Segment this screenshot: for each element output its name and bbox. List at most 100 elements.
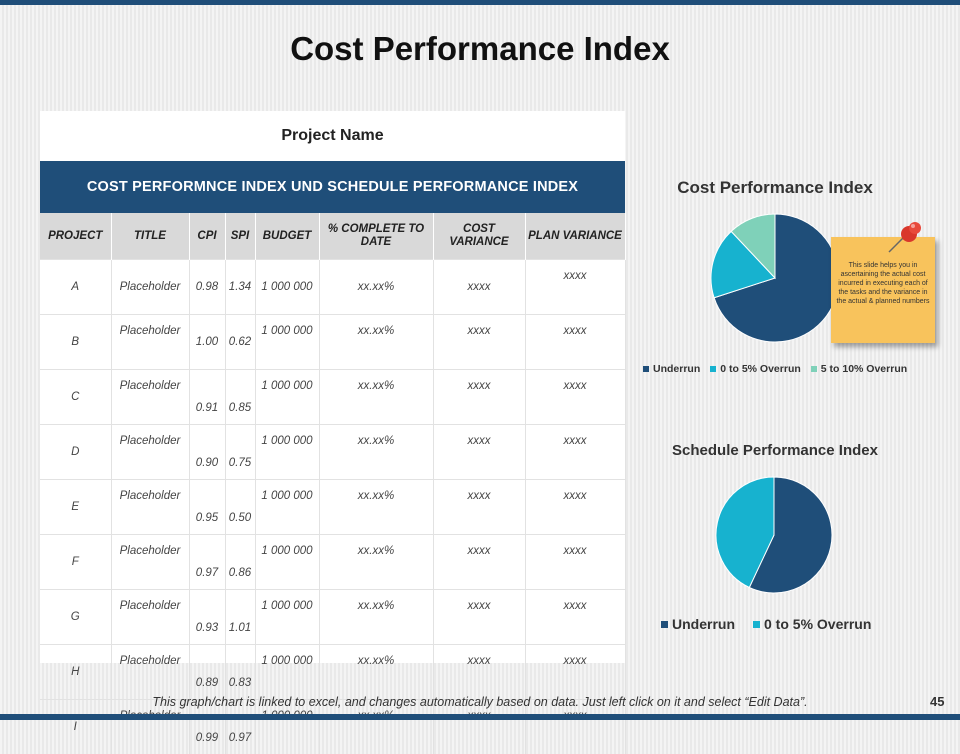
cell-complete: xx.xx% (319, 425, 433, 480)
header-title: TITLE (111, 213, 189, 260)
header-budget: BUDGET (255, 213, 319, 260)
cell-project: C (40, 370, 111, 425)
project-name-heading: Project Name (40, 111, 625, 161)
cell-plan-variance: xxxx (525, 480, 625, 535)
cell-project: F (40, 535, 111, 590)
cpi-legend-label-5-10: 5 to 10% Overrun (821, 363, 907, 375)
table-header-row: PROJECT TITLE CPI SPI BUDGET % COMPLETE … (40, 213, 625, 260)
cpi-legend-underrun: Underrun (643, 363, 700, 375)
cell-cost-variance: xxxx (433, 590, 525, 645)
cell-title: Placeholder (111, 260, 189, 315)
cell-budget: 1 000 000 (255, 425, 319, 480)
performance-table-panel: Project Name COST PERFORMNCE INDEX UND S… (40, 111, 625, 663)
spi-legend: Underrun 0 to 5% Overrun (661, 616, 881, 632)
cell-project: B (40, 315, 111, 370)
cell-budget: 1 000 000 (255, 480, 319, 535)
header-complete-to-date: % COMPLETE TO DATE (319, 213, 433, 260)
cpi-pie-chart (700, 205, 850, 355)
page-title: Cost Performance Index (0, 30, 960, 68)
spi-legend-label-underrun: Underrun (672, 616, 735, 632)
header-project: PROJECT (40, 213, 111, 260)
header-plan-variance: PLAN VARIANCE (525, 213, 625, 260)
cell-project: H (40, 645, 111, 700)
legend-swatch-0-5 (753, 621, 760, 628)
cell-project: G (40, 590, 111, 645)
cell-budget: 1 000 000 (255, 590, 319, 645)
cell-cpi: 1.00 (189, 315, 225, 370)
cell-complete: xx.xx% (319, 645, 433, 700)
cell-cpi: 0.91 (189, 370, 225, 425)
cpi-legend-label-0-5: 0 to 5% Overrun (720, 363, 801, 375)
page-number: 45 (930, 694, 944, 709)
cell-cost-variance: xxxx (433, 370, 525, 425)
spi-legend-label-0-5: 0 to 5% Overrun (764, 616, 871, 632)
cell-title: Placeholder (111, 590, 189, 645)
cell-cost-variance: xxxx (433, 645, 525, 700)
cell-budget: 1 000 000 (255, 535, 319, 590)
cell-project: D (40, 425, 111, 480)
cell-title: Placeholder (111, 425, 189, 480)
header-spi: SPI (225, 213, 255, 260)
table-banner: COST PERFORMNCE INDEX UND SCHEDULE PERFO… (40, 161, 625, 213)
cpi-legend: Underrun 0 to 5% Overrun 5 to 10% Overru… (643, 363, 917, 375)
cell-spi: 0.75 (225, 425, 255, 480)
cell-plan-variance: xxxx (525, 535, 625, 590)
spi-legend-0-5: 0 to 5% Overrun (753, 616, 871, 632)
cell-spi: 0.83 (225, 645, 255, 700)
cpi-legend-5-10: 5 to 10% Overrun (811, 363, 907, 375)
footer-note: This graph/chart is linked to excel, and… (0, 695, 960, 709)
cell-complete: xx.xx% (319, 480, 433, 535)
header-cpi: CPI (189, 213, 225, 260)
cell-complete: xx.xx% (319, 590, 433, 645)
spi-legend-underrun: Underrun (661, 616, 735, 632)
cell-cpi: 0.89 (189, 645, 225, 700)
header-cost-variance: COST VARIANCE (433, 213, 525, 260)
cell-title: Placeholder (111, 535, 189, 590)
cell-project: E (40, 480, 111, 535)
cpi-legend-label-underrun: Underrun (653, 363, 700, 375)
cell-complete: xx.xx% (319, 315, 433, 370)
legend-swatch-0-5 (710, 366, 716, 372)
cell-plan-variance: xxxx (525, 425, 625, 480)
cell-cost-variance: xxxx (433, 480, 525, 535)
cell-title: Placeholder (111, 370, 189, 425)
cell-plan-variance: xxxx (525, 370, 625, 425)
cell-plan-variance: xxxx (525, 645, 625, 700)
cell-complete: xx.xx% (319, 535, 433, 590)
cell-spi: 1.01 (225, 590, 255, 645)
cell-project: A (40, 260, 111, 315)
cell-cost-variance: xxxx (433, 425, 525, 480)
cell-cost-variance: xxxx (433, 260, 525, 315)
cell-complete: xx.xx% (319, 260, 433, 315)
cell-cost-variance: xxxx (433, 315, 525, 370)
cell-spi: 0.62 (225, 315, 255, 370)
cell-cpi: 0.95 (189, 480, 225, 535)
cell-cpi: 0.90 (189, 425, 225, 480)
cpi-legend-0-5: 0 to 5% Overrun (710, 363, 801, 375)
cell-budget: 1 000 000 (255, 260, 319, 315)
cell-cpi: 0.98 (189, 260, 225, 315)
spi-chart-title: Schedule Performance Index (640, 442, 910, 459)
cell-plan-variance: xxxx (525, 260, 625, 315)
cell-title: Placeholder (111, 645, 189, 700)
cell-budget: 1 000 000 (255, 370, 319, 425)
cell-cpi: 0.97 (189, 535, 225, 590)
cell-plan-variance: xxxx (525, 315, 625, 370)
cell-title: Placeholder (111, 480, 189, 535)
bottom-accent-bar (0, 714, 960, 720)
cell-budget: 1 000 000 (255, 315, 319, 370)
cpi-chart-title: Cost Performance Index (640, 178, 910, 198)
cell-title: Placeholder (111, 315, 189, 370)
push-pin-icon (885, 220, 925, 256)
legend-swatch-5-10 (811, 366, 817, 372)
cell-spi: 1.34 (225, 260, 255, 315)
cell-spi: 0.86 (225, 535, 255, 590)
